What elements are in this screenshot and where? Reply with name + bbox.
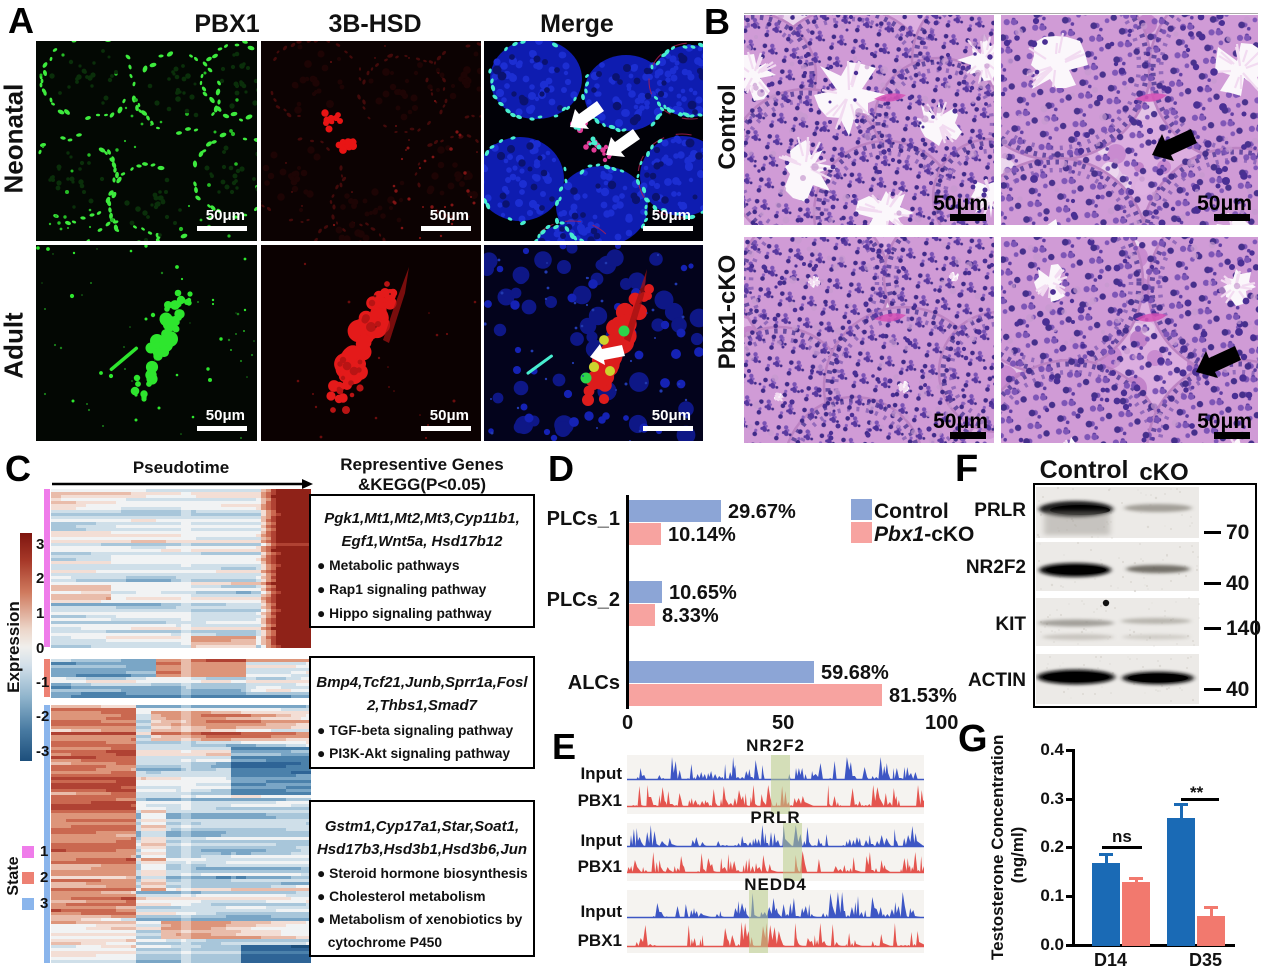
svg-text:50μm: 50μm xyxy=(1197,192,1252,215)
svg-text:50μm: 50μm xyxy=(933,192,988,215)
svg-text:50μm: 50μm xyxy=(933,410,988,433)
svg-text:50μm: 50μm xyxy=(430,407,469,424)
svg-text:50μm: 50μm xyxy=(430,207,469,224)
svg-text:50μm: 50μm xyxy=(1197,410,1252,433)
svg-text:50μm: 50μm xyxy=(652,207,691,224)
svg-text:50μm: 50μm xyxy=(652,407,691,424)
